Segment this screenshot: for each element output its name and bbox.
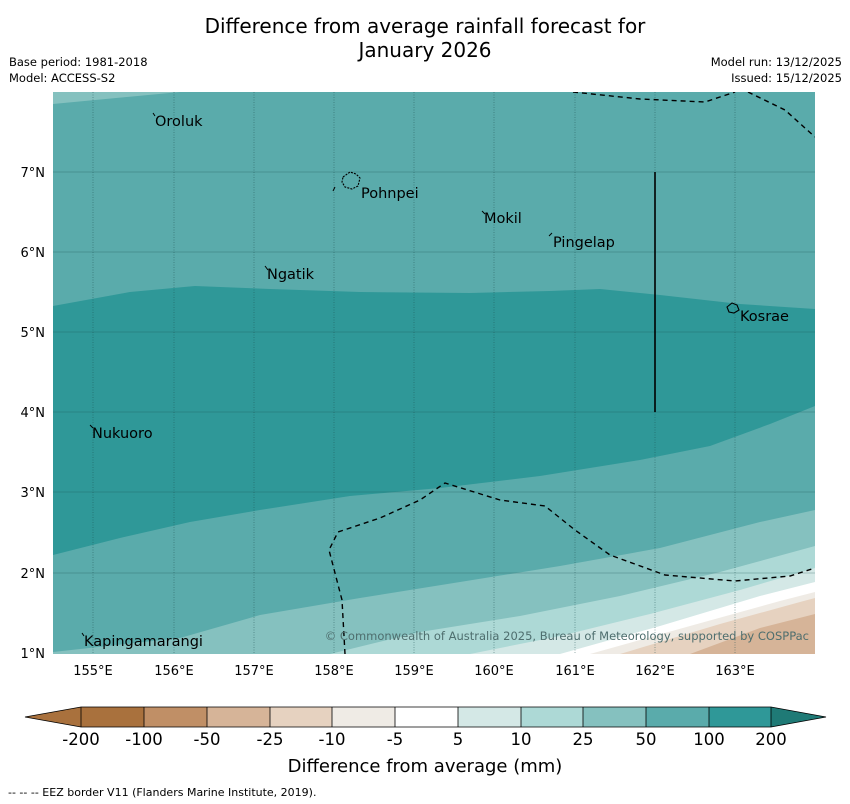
place-kapingamarangi: Kapingamarangi	[84, 634, 203, 650]
y-tick-label: 1°N	[21, 647, 46, 662]
latitude-tick-labels: 7°N 6°N 5°N 4°N 3°N 2°N 1°N	[21, 166, 46, 662]
colorbar-tick-labels: -200 -100 -50 -25 -10 -5 5 10 25 50 100 …	[62, 730, 786, 749]
x-tick-label: 163°E	[715, 664, 755, 679]
colorbar-tick: -25	[257, 730, 284, 749]
atoll-marks	[81, 112, 553, 637]
place-pingelap: Pingelap	[553, 235, 615, 251]
colorbar-segment	[521, 707, 583, 727]
colorbar-tick: -10	[319, 730, 346, 749]
colorbar-tick: -5	[387, 730, 403, 749]
rain-band-minus-25-50	[690, 614, 815, 654]
rain-band-25-50-north	[53, 92, 180, 104]
model-run: Model run: 13/12/2025	[710, 55, 842, 69]
place-mokil: Mokil	[484, 211, 522, 227]
colorbar-tick: 5	[453, 730, 464, 749]
x-tick-label: 155°E	[73, 664, 113, 679]
x-tick-label: 161°E	[555, 664, 595, 679]
eez-borders	[328, 92, 815, 654]
colorbar-min-arrow	[25, 707, 81, 727]
x-tick-label: 160°E	[474, 664, 514, 679]
colorbar-tick: -50	[194, 730, 221, 749]
eez-border-north	[572, 92, 736, 103]
colorbar-tick: 200	[755, 730, 787, 749]
colorbar-segment	[709, 707, 771, 727]
colorbar-max-arrow	[771, 707, 826, 727]
title-line-2: January 2026	[358, 38, 492, 62]
eez-border-south	[328, 482, 815, 654]
colorbar-tick: -100	[125, 730, 162, 749]
colorbar-tick: 25	[573, 730, 594, 749]
colorbar-segment	[332, 707, 395, 727]
colorbar-segment	[81, 707, 144, 727]
y-tick-label: 7°N	[21, 166, 46, 181]
place-pohnpei: Pohnpei	[361, 186, 419, 202]
y-tick-label: 3°N	[21, 486, 46, 501]
place-kosrae: Kosrae	[740, 309, 789, 325]
colorbar-segment	[395, 707, 458, 727]
place-ngatik: Ngatik	[267, 267, 315, 283]
rain-band-100-200	[53, 286, 815, 555]
title-line-1: Difference from average rainfall forecas…	[204, 14, 646, 38]
model-name: Model: ACCESS-S2	[9, 71, 116, 85]
y-tick-label: 4°N	[21, 406, 46, 421]
x-tick-label: 157°E	[234, 664, 274, 679]
colorbar-segment	[270, 707, 332, 727]
colorbar-segment	[144, 707, 207, 727]
colorbar-segment	[646, 707, 709, 727]
colorbar-segment	[458, 707, 521, 727]
meta-right: Model run: 13/12/2025 Issued: 15/12/2025	[711, 54, 842, 86]
pohnpei-island-shape	[341, 171, 361, 190]
kosrae-island-shape	[726, 302, 740, 314]
x-tick-label: 159°E	[394, 664, 434, 679]
y-tick-label: 5°N	[21, 326, 46, 341]
colorbar-segment	[207, 707, 270, 727]
map-title: Difference from average rainfall forecas…	[0, 14, 850, 62]
colorbar-dividers	[80, 707, 772, 727]
latitude-gridlines	[53, 171, 815, 574]
place-nukuoro: Nukuoro	[92, 426, 153, 442]
colorbar-tick: 100	[693, 730, 725, 749]
x-tick-label: 162°E	[635, 664, 675, 679]
colorbar-tick: 50	[636, 730, 657, 749]
x-tick-label: 158°E	[314, 664, 354, 679]
y-tick-label: 2°N	[21, 567, 46, 582]
y-tick-label: 6°N	[21, 246, 46, 261]
eez-footnote: -- -- -- EEZ border V11 (Flanders Marine…	[8, 786, 317, 799]
longitude-tick-labels: 155°E 156°E 157°E 158°E 159°E 160°E 161°…	[73, 664, 755, 679]
base-period: Base period: 1981-2018	[9, 55, 148, 69]
map-plot-area: Oroluk Pohnpei Mokil Pingelap Ngatik Kos…	[53, 92, 815, 654]
x-tick-label: 156°E	[154, 664, 194, 679]
eez-border-northeast	[747, 92, 815, 138]
issued-date: Issued: 15/12/2025	[731, 71, 842, 85]
copyright-notice: © Commonwealth of Australia 2025, Bureau…	[325, 629, 809, 643]
colorbar-tick: -200	[62, 730, 99, 749]
colorbar-tick: 10	[511, 730, 532, 749]
place-oroluk: Oroluk	[155, 114, 203, 130]
colorbar-label: Difference from average (mm)	[288, 756, 563, 777]
pohnpei-reef-mark	[332, 186, 336, 192]
meta-left: Base period: 1981-2018 Model: ACCESS-S2	[9, 54, 148, 86]
colorbar-segment	[583, 707, 646, 727]
colorbar: -200 -100 -50 -25 -10 -5 5 10 25 50 100 …	[24, 706, 827, 777]
